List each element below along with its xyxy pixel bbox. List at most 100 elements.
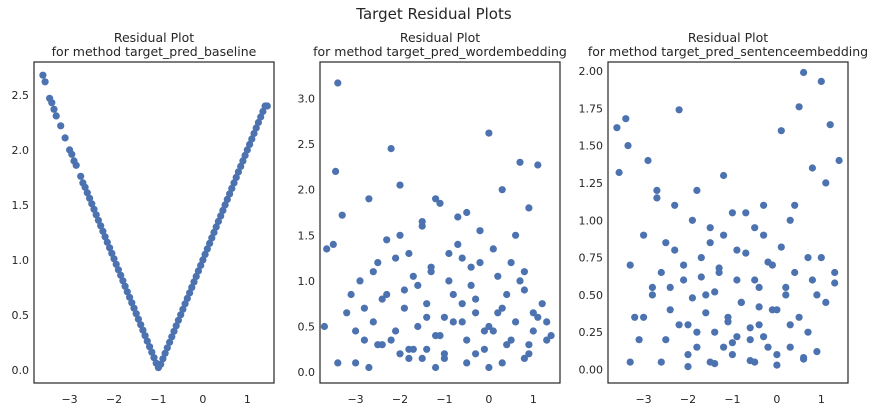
scatter-point [622,115,630,123]
y-tick-label: 1.5 [298,229,316,242]
scatter-point [121,282,129,290]
scatter-point [396,181,404,189]
scatter-point [396,231,404,239]
scatter-point [458,318,466,326]
scatter-point [188,283,196,291]
scatter-point [463,208,471,217]
scatter-point [323,245,331,253]
scatter-point [520,354,529,362]
scatter-point [48,99,56,107]
scatter-point [813,348,821,356]
scatter-point [476,259,484,267]
scatter-point [365,363,373,372]
scatter-point [52,112,60,120]
scatter-point [498,304,506,312]
x-tick-label: −2 [680,393,696,406]
scatter-point [383,290,391,299]
x-tick-label: −1 [436,393,452,406]
scatter-point [77,172,85,180]
panel-title-line2: for method target_pred_sentenceembedding [588,44,868,59]
scatter-point [143,337,151,345]
scatter-point [414,322,422,331]
scatter-point [338,211,346,219]
scatter-point [237,162,245,170]
scatter-point [498,359,506,367]
scatter-point [760,231,768,239]
y-tick-label: 1.5 [12,199,30,212]
scatter-point [183,294,191,302]
scatter-point [108,249,116,257]
scatter-point [507,336,515,344]
scatter-point [688,294,697,302]
x-tick-label: −3 [61,393,77,406]
scatter-point [808,164,817,172]
scatter-point [657,358,665,366]
scatter-point [671,246,679,254]
scatter-point [259,107,267,116]
scatter-point [199,256,207,264]
scatter-point [525,341,533,349]
scatter-point [83,189,91,197]
scatter-point [128,299,136,307]
scatter-point [786,216,794,224]
scatter-point [516,158,524,166]
scatter-point [684,321,692,329]
scatter-point [440,354,448,362]
scatter-point [666,283,674,291]
scatter-point [234,168,242,176]
scatter-point [123,288,131,296]
scatter-point [181,300,189,308]
scatter-point [666,306,674,314]
scatter-point [126,293,134,301]
scatter-point [194,267,202,275]
scatter-point [688,216,697,224]
scatter-point [252,124,260,132]
scatter-points [320,79,555,372]
scatter-point [764,343,772,351]
scatter-point [332,167,340,175]
scatter-point [418,354,426,362]
y-tick-label: 3.0 [298,92,316,105]
scatter-point [68,150,76,158]
scatter-point [485,322,493,331]
scatter-point [467,281,475,289]
scatter-point [684,363,692,371]
scatter-point [697,254,705,262]
scatter-points [613,68,843,371]
scatter-point [139,326,147,334]
scatter-point [538,300,546,308]
scatter-point [817,254,825,262]
scatter-point [392,254,400,262]
scatter-point [746,336,754,344]
scatter-point [210,228,218,236]
scatter-point [543,318,551,326]
x-tick-label: 1 [244,393,251,406]
scatter-point [449,290,457,299]
scatter-point [418,222,426,230]
scatter-point [720,343,728,351]
scatter-point [114,266,122,274]
scatter-point [711,288,719,296]
scatter-point [423,313,431,321]
x-axis: −3 −2 −1 0 1 [635,393,824,406]
y-axis: 0.0 0.5 1.0 1.5 2.0 2.5 [12,89,30,377]
scatter-point [360,304,368,312]
figure-title: Target Residual Plots [355,5,512,23]
scatter-point [174,316,182,324]
scatter-point [219,206,227,214]
y-tick-label: 2.0 [12,144,30,157]
scatter-point [427,263,435,271]
scatter-point [132,310,140,318]
scatter-point [742,249,750,257]
scatter-point [230,179,238,187]
scatter-point [742,209,750,217]
scatter-points [39,71,271,372]
panel-baseline: Residual Plot for method target_pred_bas… [12,30,275,406]
y-tick-label: 2.00 [579,65,604,78]
scatter-point [119,277,127,285]
scatter-point [489,327,497,335]
scatter-point [50,105,58,113]
scatter-point [494,309,502,317]
x-tick-label: −3 [635,393,651,406]
scatter-point [520,286,529,294]
